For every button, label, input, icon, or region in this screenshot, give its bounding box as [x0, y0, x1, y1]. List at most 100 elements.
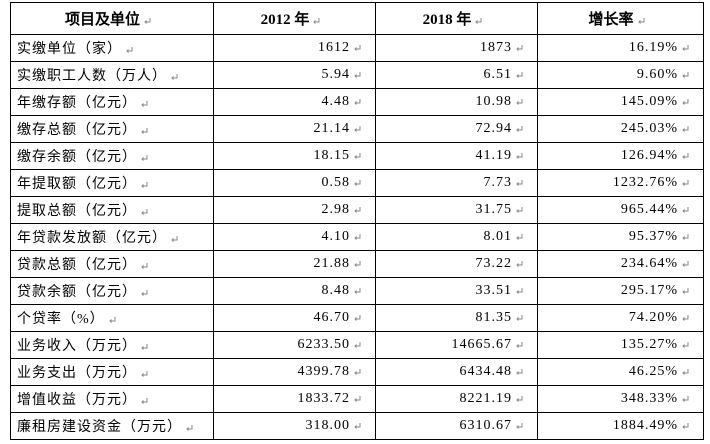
- paragraph-mark: [682, 395, 689, 402]
- table-row: 实缴单位（家） 1612 1873 16.19%: [10, 34, 704, 62]
- table-cell: 95.37%: [537, 223, 704, 251]
- cell-text: 9.60%: [636, 67, 678, 82]
- paragraph-mark: [682, 71, 689, 78]
- paragraph-mark: [141, 154, 148, 161]
- cell-text: 245.03%: [620, 121, 678, 136]
- cell-text: 16.19%: [628, 40, 678, 55]
- paragraph-mark: [682, 314, 689, 321]
- cell-text: 4.10: [321, 229, 350, 244]
- paragraph-mark: [516, 179, 523, 186]
- page: 项目及单位 2012 年 2018 年 增长率 实缴单位（家） 1612 1873 16.1…: [10, 2, 704, 440]
- cell-text: 126.94%: [620, 148, 678, 163]
- cell-text: 145.09%: [620, 94, 678, 109]
- cell-text: 1884.49%: [612, 418, 678, 433]
- paragraph-mark: [682, 44, 689, 51]
- cell-text: 46.25%: [628, 364, 678, 379]
- cell-text: 8.48: [321, 283, 350, 298]
- paragraph-mark: [354, 233, 361, 240]
- table-cell: 5.94: [213, 61, 376, 89]
- table-cell: 4399.78: [213, 358, 376, 386]
- table-cell: 46.70: [213, 304, 376, 332]
- paragraph-mark: [682, 98, 689, 105]
- table-cell: 145.09%: [537, 88, 704, 116]
- cell-text: 21.14: [313, 121, 350, 136]
- header-cell: 2018 年: [375, 2, 538, 35]
- paragraph-mark: [516, 44, 523, 51]
- paragraph-mark: [313, 17, 320, 24]
- table-cell: 贷款总额（亿元）: [10, 250, 214, 278]
- table-cell: 9.60%: [537, 61, 704, 89]
- table-cell: 33.51: [375, 277, 538, 305]
- table-row: 提取总额（亿元） 2.98 31.75 965.44%: [10, 196, 704, 224]
- paragraph-mark: [516, 152, 523, 159]
- cell-text: 6434.48: [459, 364, 512, 379]
- table-cell: 6233.50: [213, 331, 376, 359]
- paragraph-mark: [516, 341, 523, 348]
- table-cell: 1232.76%: [537, 169, 704, 197]
- header-cell: 增长率: [537, 2, 704, 35]
- cell-text: 实缴单位（家）: [17, 42, 122, 57]
- paragraph-mark: [516, 206, 523, 213]
- cell-text: 41.19: [475, 148, 512, 163]
- header-row: 项目及单位 2012 年 2018 年 增长率: [10, 2, 704, 35]
- paragraph-mark: [354, 287, 361, 294]
- table-cell: 廉租房建设资金（万元）: [10, 412, 214, 440]
- cell-text: 业务收入（万元）: [17, 339, 137, 354]
- paragraph-mark: [354, 260, 361, 267]
- cell-text: 0.58: [321, 175, 350, 190]
- paragraph-mark: [682, 206, 689, 213]
- paragraph-mark: [354, 71, 361, 78]
- cell-text: 2012 年: [260, 12, 310, 28]
- paragraph-mark: [682, 260, 689, 267]
- table-cell: 增值收益（万元）: [10, 385, 214, 413]
- table-cell: 缴存总额（亿元）: [10, 115, 214, 143]
- paragraph-mark: [354, 314, 361, 321]
- cell-text: 8221.19: [459, 391, 512, 406]
- paragraph-mark: [475, 17, 482, 24]
- table-cell: 提取总额（亿元）: [10, 196, 214, 224]
- paragraph-mark: [354, 341, 361, 348]
- paragraph-mark: [141, 208, 148, 215]
- cell-text: 18.15: [313, 148, 350, 163]
- table-row: 实缴职工人数（万人） 5.94 6.51 9.60%: [10, 61, 704, 89]
- paragraph-mark: [171, 235, 178, 242]
- table-cell: 业务支出（万元）: [10, 358, 214, 386]
- table-cell: 实缴职工人数（万人）: [10, 61, 214, 89]
- table-cell: 126.94%: [537, 142, 704, 170]
- cell-text: 年缴存额（亿元）: [17, 96, 137, 111]
- table-cell: 31.75: [375, 196, 538, 224]
- table-row: 贷款总额（亿元） 21.88 73.22 234.64%: [10, 250, 704, 278]
- cell-text: 1612: [318, 40, 350, 55]
- table-cell: 1873: [375, 34, 538, 62]
- table-row: 贷款余额（亿元） 8.48 33.51 295.17%: [10, 277, 704, 305]
- table-cell: 1612: [213, 34, 376, 62]
- paragraph-mark: [141, 343, 148, 350]
- paragraph-mark: [354, 98, 361, 105]
- table-body: 实缴单位（家） 1612 1873 16.19% 实缴职工人数（万人） 5.94 6.51 9…: [10, 34, 704, 440]
- cell-text: 21.88: [313, 256, 350, 271]
- paragraph-mark: [108, 316, 116, 323]
- paragraph-mark: [354, 179, 361, 186]
- table-cell: 74.20%: [537, 304, 704, 332]
- cell-text: 6310.67: [459, 418, 512, 433]
- paragraph-mark: [141, 127, 148, 134]
- paragraph-mark: [516, 98, 523, 105]
- cell-text: 4.48: [321, 94, 350, 109]
- table-row: 年贷款发放额（亿元） 4.10 8.01 95.37%: [10, 223, 704, 251]
- cell-text: 增长率: [588, 12, 634, 28]
- cell-text: 提取总额（亿元）: [17, 204, 137, 219]
- cell-text: 72.94: [475, 121, 512, 136]
- table-cell: 业务收入（万元）: [10, 331, 214, 359]
- paragraph-mark: [141, 262, 148, 269]
- cell-text: 135.27%: [620, 337, 678, 352]
- paragraph-mark: [354, 152, 361, 159]
- paragraph-mark: [354, 422, 361, 429]
- table-row: 缴存余额（亿元） 18.15 41.19 126.94%: [10, 142, 704, 170]
- cell-text: 46.70: [313, 310, 350, 325]
- cell-text: 年贷款发放额（亿元）: [17, 231, 167, 246]
- table-cell: 73.22: [375, 250, 538, 278]
- table-cell: 46.25%: [537, 358, 704, 386]
- header-cell: 2012 年: [213, 2, 376, 35]
- cell-text: 1873: [480, 40, 512, 55]
- cell-text: 贷款总额（亿元）: [17, 258, 137, 273]
